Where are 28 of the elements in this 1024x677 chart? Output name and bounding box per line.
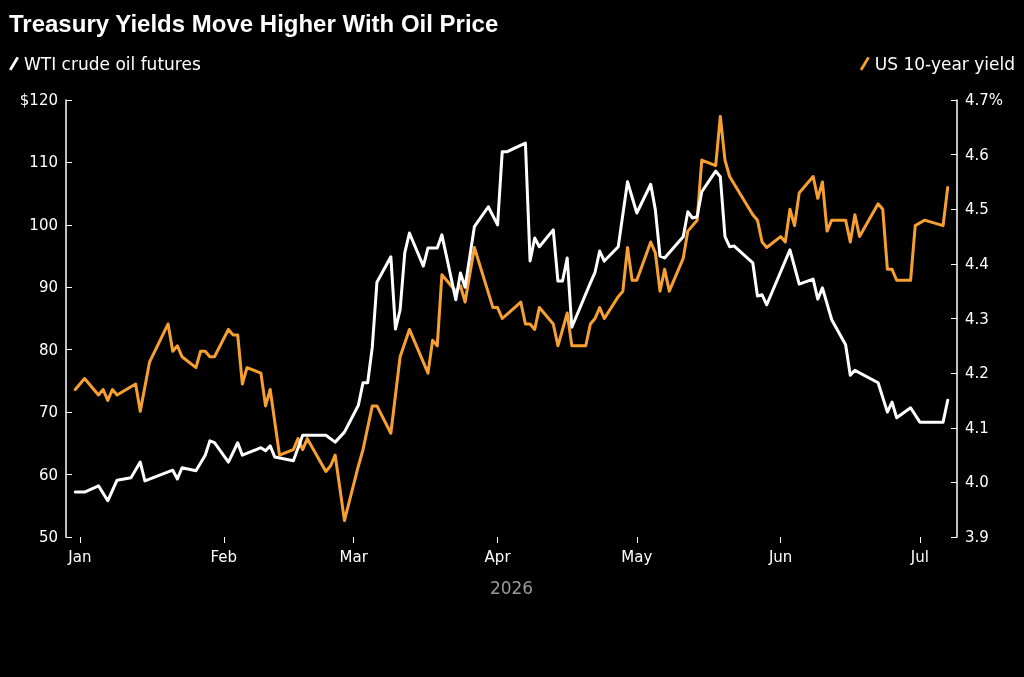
y2-tick-label: 4.2 [965,364,989,383]
legend-label: WTI crude oil futures [24,53,201,74]
y2-tick-label: 4.5 [965,200,989,219]
x-tick-label: Mar [339,547,369,566]
x-tick-label: Jan [67,547,92,566]
y2-tick-label: 4.3 [965,309,989,328]
y-tick-label: 50 [38,528,58,546]
x-tick-label: Jun [767,547,793,566]
x-tick-label: May [621,547,653,566]
y-tick-label: 60 [38,465,58,484]
y2-tick-label: 4.0 [965,473,989,492]
y2-tick-label: 3.9 [965,528,989,546]
y2-tick-label: 4.6 [965,145,989,164]
y-tick-label: 110 [29,153,58,172]
y2-tick-label: 4.1 [965,418,989,437]
chart-title: Treasury Yields Move Higher With Oil Price [9,9,499,37]
y-tick-label: 90 [38,278,58,297]
legend-label: US 10-year yield [874,53,1016,74]
x-tick-label: Feb [210,547,238,566]
y-tick-label: 100 [29,215,58,234]
y2-tick-label: 4.7% [965,91,1004,109]
y2-tick-label: 4.4 [965,254,989,273]
y-tick-label: $120 [19,91,58,109]
y-tick-label: 70 [38,403,58,422]
x-axis-title: 2026 [489,577,534,598]
x-tick-label: Jul [909,547,929,566]
y-tick-label: 80 [38,340,58,359]
x-tick-label: Apr [484,547,512,566]
